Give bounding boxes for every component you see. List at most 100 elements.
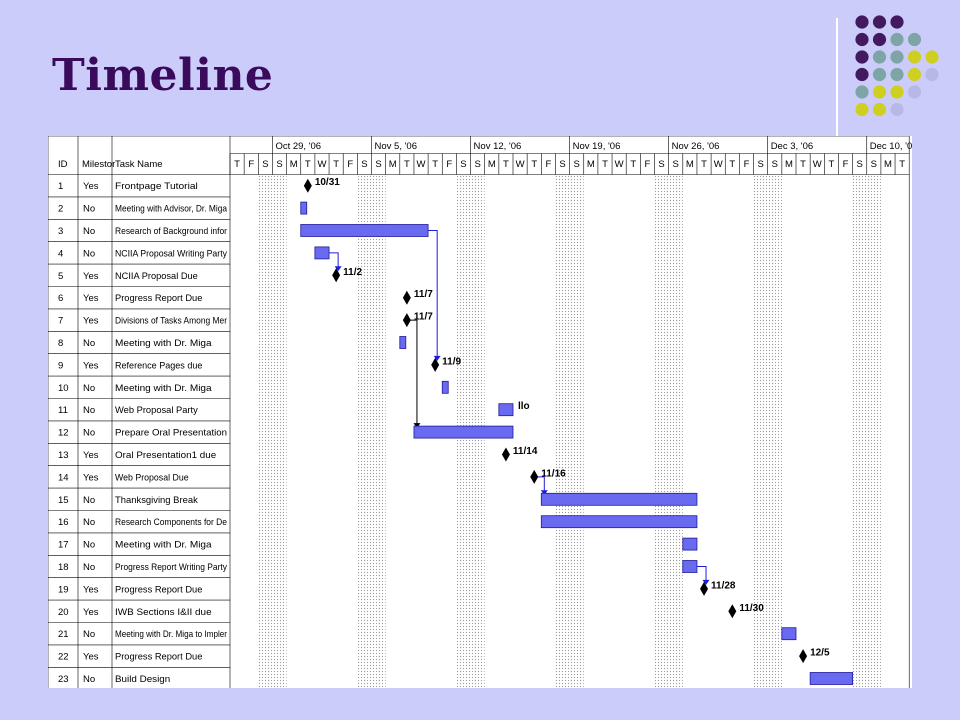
task-id: 21 bbox=[58, 629, 69, 640]
decor-dot bbox=[890, 102, 904, 117]
day-label: T bbox=[305, 159, 311, 170]
decor-dot bbox=[907, 85, 922, 99]
task-name: Progress Report Due bbox=[115, 293, 202, 304]
bar-stub-label: llo bbox=[518, 401, 530, 412]
day-label: W bbox=[516, 159, 525, 170]
day-label: T bbox=[602, 159, 608, 170]
task-id: 8 bbox=[58, 338, 63, 349]
week-label: Nov 26, '06 bbox=[672, 141, 720, 152]
task-name: Thanksgiving Break bbox=[115, 495, 198, 506]
task-id: 20 bbox=[58, 607, 69, 618]
day-label: M bbox=[290, 159, 298, 170]
day-label: T bbox=[701, 159, 707, 170]
dependency-line bbox=[329, 252, 339, 268]
column-header: Milestor bbox=[82, 159, 115, 170]
task-bar bbox=[682, 537, 698, 551]
day-label: F bbox=[843, 159, 849, 170]
day-label: W bbox=[615, 159, 624, 170]
weekend-shade bbox=[371, 174, 386, 688]
task-milestone: Yes bbox=[83, 584, 99, 595]
decor-dot bbox=[872, 85, 887, 99]
decor-dot bbox=[855, 85, 869, 99]
week-label: Nov 5, '06 bbox=[375, 141, 417, 152]
task-bar bbox=[809, 672, 854, 685]
task-milestone: Yes bbox=[83, 360, 99, 371]
day-label: S bbox=[857, 159, 863, 170]
decor-dot bbox=[855, 50, 869, 64]
task-name: Frontpage Tutorial bbox=[115, 181, 198, 192]
day-label: M bbox=[884, 159, 892, 170]
task-name: Meeting with Advisor, Dr. Miga bbox=[115, 204, 228, 215]
task-id: 18 bbox=[58, 562, 69, 573]
weekend-shade bbox=[272, 174, 287, 688]
day-label: F bbox=[744, 159, 750, 170]
task-milestone: Yes bbox=[83, 316, 99, 327]
day-label: F bbox=[347, 159, 353, 170]
day-label: T bbox=[432, 159, 438, 170]
decor-dot bbox=[890, 32, 904, 47]
decor-dot bbox=[890, 85, 904, 99]
weekend-shade bbox=[668, 174, 683, 688]
decor-dot bbox=[890, 15, 904, 29]
milestone-date-label: 11/30 bbox=[739, 603, 764, 614]
task-id: 19 bbox=[58, 584, 69, 595]
task-milestone: No bbox=[83, 204, 95, 215]
task-name: NCIIA Proposal Due bbox=[115, 271, 198, 282]
decor-dot bbox=[907, 50, 922, 64]
milestone-diamond bbox=[530, 469, 539, 484]
milestone-date-label: 11/7 bbox=[414, 312, 433, 323]
task-name: Meeting with Dr. Miga bbox=[115, 540, 212, 551]
task-bar bbox=[300, 224, 429, 237]
task-bar bbox=[498, 403, 514, 417]
day-label: M bbox=[785, 159, 793, 170]
task-id: 16 bbox=[58, 517, 69, 528]
column-header: ID bbox=[58, 159, 68, 170]
task-id: 6 bbox=[58, 293, 63, 304]
milestone-diamond bbox=[728, 604, 737, 619]
task-milestone: No bbox=[83, 517, 95, 528]
task-name: Web Proposal Due bbox=[115, 472, 189, 483]
weekend-shade bbox=[569, 174, 584, 688]
day-label: T bbox=[828, 159, 834, 170]
day-label: M bbox=[389, 159, 397, 170]
day-label: S bbox=[361, 159, 367, 170]
milestone-date-label: 12/5 bbox=[810, 648, 830, 659]
slide-title: Timeline bbox=[52, 50, 274, 101]
day-label: T bbox=[333, 159, 339, 170]
task-bar bbox=[540, 492, 698, 506]
task-milestone: No bbox=[83, 226, 95, 237]
day-label: S bbox=[772, 159, 778, 170]
day-label: M bbox=[587, 159, 595, 170]
task-id: 10 bbox=[58, 383, 69, 394]
day-label: W bbox=[813, 159, 822, 170]
milestone-diamond bbox=[303, 178, 312, 193]
decor-dot bbox=[872, 15, 887, 29]
day-label: F bbox=[545, 159, 551, 170]
milestone-date-label: 11/9 bbox=[442, 356, 461, 367]
decor-dot bbox=[855, 67, 869, 82]
weekend-shade bbox=[852, 174, 867, 688]
day-label: F bbox=[248, 159, 254, 170]
task-name: NCIIA Proposal Writing Party bbox=[115, 248, 227, 259]
task-id: 11 bbox=[58, 405, 68, 416]
day-label: S bbox=[757, 159, 763, 170]
task-milestone: Yes bbox=[83, 450, 99, 461]
task-bar bbox=[399, 336, 407, 349]
task-id: 12 bbox=[58, 428, 69, 439]
milestone-date-label: 10/31 bbox=[315, 177, 340, 188]
week-label: Nov 19, '06 bbox=[573, 141, 621, 152]
task-bar bbox=[314, 246, 330, 260]
task-name: Build Design bbox=[115, 674, 170, 685]
day-label: T bbox=[531, 159, 537, 170]
milestone-date-label: 11/16 bbox=[541, 468, 566, 479]
task-id: 4 bbox=[58, 248, 63, 259]
weekend-shade bbox=[258, 174, 273, 688]
dependency-arrowhead bbox=[433, 355, 441, 361]
milestone-diamond bbox=[799, 649, 808, 664]
task-milestone: No bbox=[83, 338, 95, 349]
gantt-chart: ID Milestor Task Name Oct 29, '06 Nov 5, '06… bbox=[48, 136, 912, 688]
task-name: IWB Sections I&II due bbox=[115, 607, 212, 618]
task-milestone: No bbox=[83, 674, 95, 685]
task-id: 7 bbox=[58, 316, 63, 327]
task-milestone: No bbox=[83, 562, 95, 573]
